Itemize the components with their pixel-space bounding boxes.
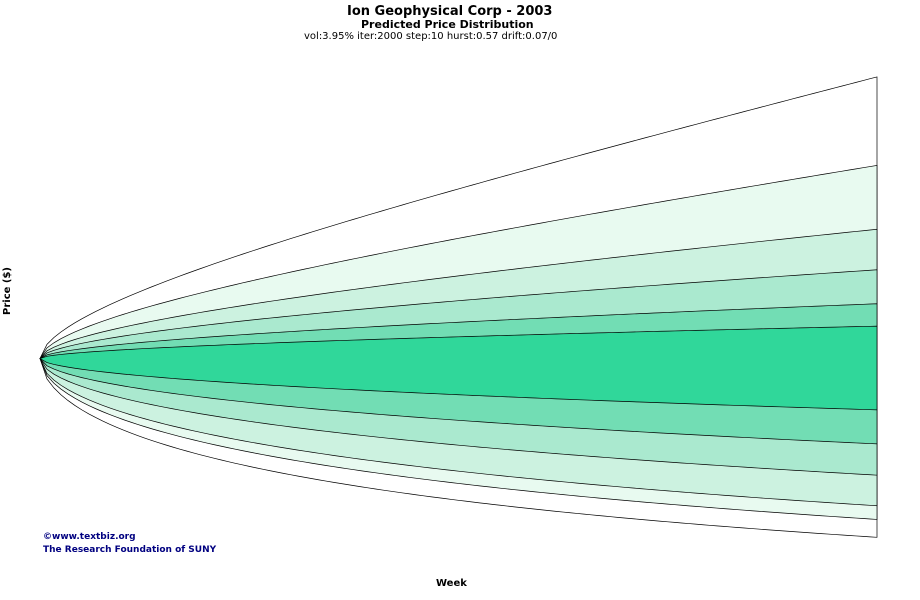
chart-params: vol:3.95% iter:2000 step:10 hurst:0.57 d… — [304, 31, 558, 42]
credit-line-2: The Research Foundation of SUNY — [43, 545, 217, 555]
chart-title: Ion Geophysical Corp - 2003 — [347, 4, 553, 19]
y-axis-label: Price ($) — [2, 267, 13, 315]
x-axis-label: Week — [436, 578, 467, 589]
credit-line-1: ©www.textbiz.org — [43, 532, 136, 542]
chart-subtitle: Predicted Price Distribution — [361, 18, 534, 31]
